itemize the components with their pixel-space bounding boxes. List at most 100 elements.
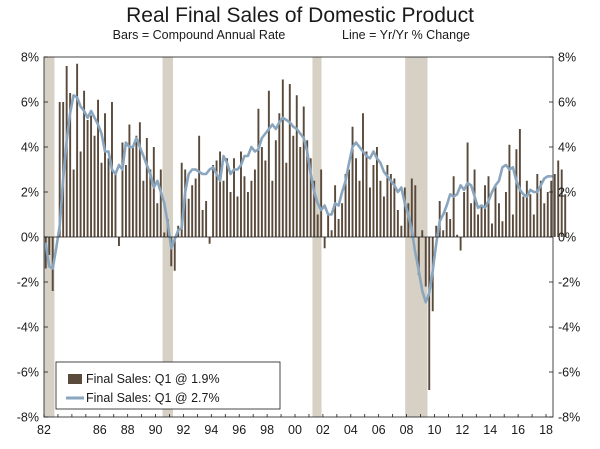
- x-tick-label-10: 04: [344, 423, 358, 437]
- yoy-line: [44, 94, 553, 304]
- bar-26: [135, 135, 138, 237]
- bar-88: [351, 126, 354, 237]
- bar-133: [508, 144, 511, 237]
- bar-148: [560, 169, 563, 237]
- bar-136: [518, 129, 521, 237]
- bar-120: [463, 192, 466, 237]
- x-tick-label-9: 02: [316, 423, 330, 437]
- x-tick-label-7: 98: [260, 423, 274, 437]
- bar-48: [212, 165, 215, 237]
- bar-138: [525, 180, 528, 237]
- bar-129: [494, 185, 497, 237]
- bar-13: [90, 115, 93, 237]
- bar-36: [170, 237, 173, 267]
- legend-box: [55, 361, 281, 410]
- x-tick-label-11: 06: [372, 423, 386, 437]
- bar-97: [382, 196, 385, 237]
- bar-57: [243, 176, 246, 237]
- bar-8: [72, 169, 75, 237]
- bar-142: [539, 180, 542, 237]
- x-tick-label-15: 14: [483, 423, 497, 437]
- bar-31: [152, 147, 155, 237]
- bar-132: [504, 192, 507, 237]
- line-series-layer: [44, 94, 553, 304]
- bar-30: [149, 169, 152, 237]
- bar-130: [498, 203, 500, 237]
- bar-116: [449, 219, 452, 237]
- bar-43: [194, 178, 197, 237]
- bar-126: [484, 185, 486, 237]
- y-tick-label-right-2: 4%: [558, 141, 576, 155]
- bar-77: [313, 180, 316, 237]
- bar-67: [278, 113, 281, 237]
- bar-15: [97, 99, 99, 237]
- bar-147: [557, 160, 560, 237]
- bar-122: [470, 203, 473, 237]
- y-tick-label-right-8: -8%: [558, 411, 580, 425]
- bar-82: [330, 230, 333, 237]
- x-tick-label-17: 18: [539, 423, 553, 437]
- bar-92: [365, 151, 368, 237]
- bar-25: [131, 147, 134, 237]
- y-tick-label-left-6: -4%: [17, 321, 39, 335]
- bar-63: [264, 160, 267, 237]
- bar-94: [372, 165, 375, 237]
- bar-127: [487, 176, 490, 237]
- bar-51: [222, 180, 225, 237]
- y-tick-label-left-2: 4%: [21, 141, 39, 155]
- y-tick-label-left-1: 6%: [21, 96, 39, 110]
- bar-145: [550, 180, 553, 237]
- bar-131: [501, 221, 504, 237]
- bar-58: [246, 192, 249, 237]
- x-tick-label-4: 92: [176, 423, 190, 437]
- legend-label-bars: Final Sales: Q1 @ 1.9%: [86, 372, 220, 386]
- bar-73: [299, 147, 302, 237]
- bar-0: [44, 237, 47, 269]
- bar-125: [480, 205, 483, 237]
- bar-65: [271, 180, 274, 237]
- bar-109: [424, 237, 427, 287]
- bar-100: [393, 178, 396, 237]
- legend-label-line: Final Sales: Q1 @ 2.7%: [86, 391, 220, 405]
- bar-11: [83, 90, 86, 237]
- bar-4: [58, 102, 61, 237]
- bar-144: [546, 192, 549, 237]
- x-tick-label-0: 82: [37, 423, 51, 437]
- bar-146: [553, 174, 556, 237]
- bar-75: [306, 140, 309, 237]
- bar-85: [341, 203, 344, 237]
- bar-18: [107, 158, 110, 237]
- bar-108: [421, 230, 424, 237]
- bar-66: [274, 140, 277, 237]
- bar-27: [138, 122, 141, 237]
- y-tick-label-left-5: -2%: [17, 276, 39, 290]
- bar-33: [159, 169, 162, 237]
- bar-61: [257, 108, 260, 237]
- bar-84: [337, 219, 340, 237]
- x-tick-label-2: 88: [121, 423, 135, 437]
- chart-subtitle-bars: Bars = Compound Annual Rate: [113, 28, 286, 42]
- x-tick-label-8: 00: [288, 423, 302, 437]
- bar-103: [403, 187, 406, 237]
- bar-79: [320, 169, 323, 237]
- legend-bar-swatch: [68, 374, 82, 384]
- bar-149: [564, 194, 567, 237]
- bar-50: [219, 151, 222, 237]
- bar-71: [292, 135, 295, 237]
- y-tick-label-left-7: -6%: [17, 366, 39, 380]
- bar-134: [511, 214, 514, 237]
- bar-54: [233, 158, 235, 237]
- bar-12: [86, 120, 89, 237]
- bar-45: [201, 210, 204, 237]
- bar-32: [156, 203, 159, 237]
- bar-83: [334, 185, 337, 237]
- bar-41: [187, 198, 190, 237]
- bar-72: [295, 95, 298, 237]
- x-tick-label-6: 96: [232, 423, 246, 437]
- bar-99: [389, 174, 392, 237]
- bar-81: [327, 214, 330, 237]
- bar-29: [145, 138, 148, 237]
- bar-46: [205, 201, 208, 237]
- y-tick-label-right-3: 2%: [558, 186, 576, 200]
- bar-56: [240, 151, 242, 237]
